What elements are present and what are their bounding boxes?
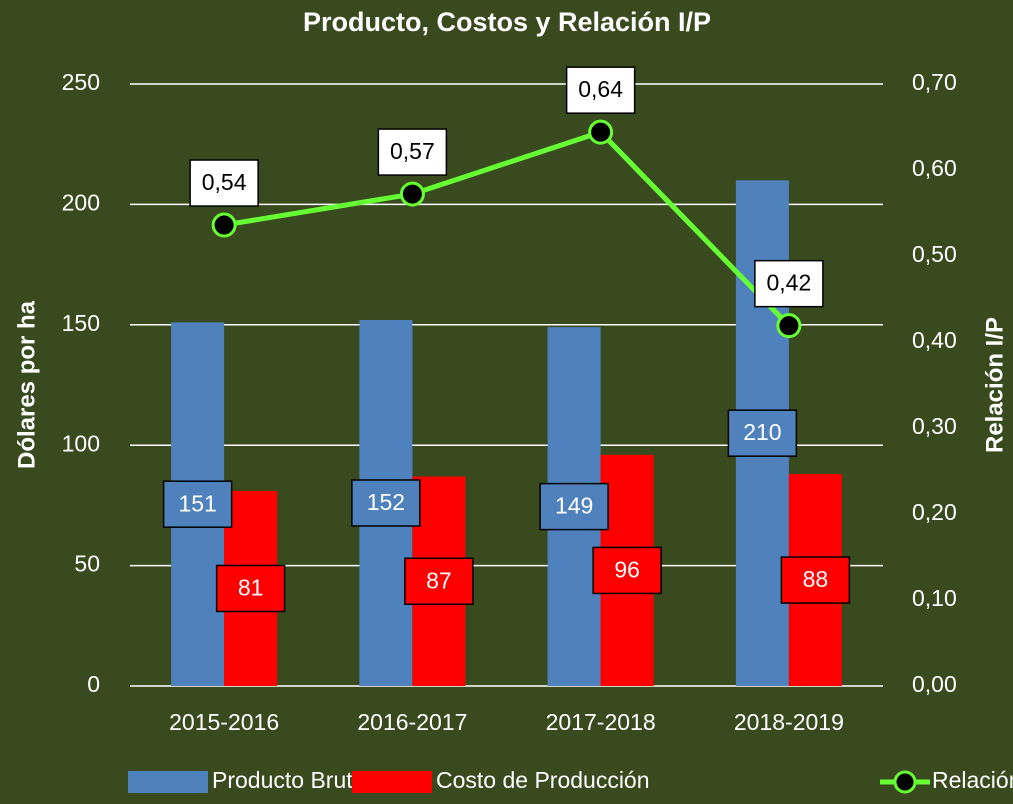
y-tick-label: 200: [62, 189, 100, 215]
x-tick-label: 2016-2017: [357, 709, 467, 735]
data-label: 152: [367, 489, 405, 515]
data-label-box: [539, 482, 609, 531]
line: [223, 129, 791, 328]
data-label-box: [215, 564, 286, 613]
data-label: 210: [743, 419, 781, 445]
x-tick-label: 2018-2019: [734, 709, 844, 735]
data-label: 96: [614, 556, 640, 582]
data-label-box: [754, 259, 824, 308]
legend-swatch: [128, 771, 208, 793]
data-label: 81: [238, 575, 264, 601]
data-label-box: [592, 546, 662, 595]
data-label-box: [351, 479, 421, 527]
x-tick-label: 2017-2018: [546, 709, 656, 735]
x-tick-label: 2015-2016: [169, 709, 279, 735]
data-label: 0,42: [766, 270, 811, 296]
data-label: 0,57: [390, 138, 435, 164]
data-label: 151: [178, 490, 216, 516]
y-tick-label: 0: [87, 671, 100, 697]
data-label-box: [780, 556, 851, 604]
y2-tick-label: 0,00: [912, 671, 957, 697]
line-marker: [211, 212, 237, 238]
y-tick-label: 50: [74, 551, 100, 577]
data-label-box: [727, 409, 798, 457]
y2-tick-label: 0,20: [912, 499, 957, 525]
y-tick-label: 250: [62, 69, 100, 95]
legend-label: Costo de Producción: [436, 767, 650, 793]
y2-tick-label: 0,10: [912, 585, 957, 611]
legend-label: Relación I/P: [932, 767, 1013, 793]
data-label: 0,54: [202, 169, 247, 195]
data-label: 149: [555, 493, 593, 519]
data-label: 0,64: [578, 76, 623, 102]
data-label: 88: [803, 566, 829, 592]
legend-label: Producto Bruto: [212, 767, 365, 793]
y2-axis-title: Relación I/P: [981, 317, 1008, 453]
line-marker: [776, 313, 802, 339]
y2-tick-label: 0,40: [912, 327, 957, 353]
data-label-box: [404, 557, 474, 606]
chart-title: Producto, Costos y Relación I/P: [303, 7, 711, 37]
y2-tick-label: 0,30: [912, 413, 957, 439]
data-label-box: [162, 480, 233, 528]
y2-tick-label: 0,60: [912, 155, 957, 181]
data-label-box: [189, 159, 259, 207]
line-marker: [399, 181, 425, 207]
legend-swatch: [352, 771, 432, 793]
y-axis-title: Dólares por ha: [13, 300, 40, 469]
data-label-box: [565, 66, 636, 114]
y-tick-label: 150: [62, 310, 100, 336]
data-label-box: [377, 128, 448, 176]
y-tick-label: 100: [62, 430, 100, 456]
legend-marker: [893, 770, 917, 794]
y2-tick-label: 0,70: [912, 69, 957, 95]
y2-tick-label: 0,50: [912, 241, 957, 267]
line-marker: [588, 119, 614, 145]
data-label: 87: [426, 567, 452, 593]
